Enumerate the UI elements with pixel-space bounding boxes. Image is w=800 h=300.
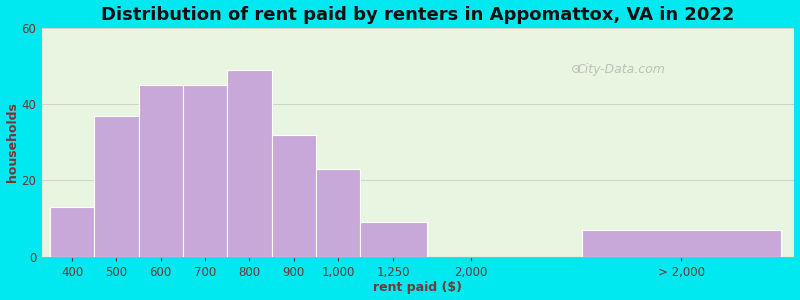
Text: ⊙: ⊙ [570, 63, 582, 76]
Text: City-Data.com: City-Data.com [577, 63, 666, 76]
Bar [94, 116, 138, 256]
Bar [316, 169, 360, 256]
Bar [582, 230, 781, 256]
Bar [138, 85, 183, 256]
Y-axis label: households: households [6, 102, 18, 182]
Bar [50, 207, 94, 256]
Bar [183, 85, 227, 256]
X-axis label: rent paid ($): rent paid ($) [374, 281, 462, 294]
Bar [227, 70, 271, 256]
Bar [271, 135, 316, 256]
Title: Distribution of rent paid by renters in Appomattox, VA in 2022: Distribution of rent paid by renters in … [101, 6, 734, 24]
Bar [360, 222, 426, 256]
